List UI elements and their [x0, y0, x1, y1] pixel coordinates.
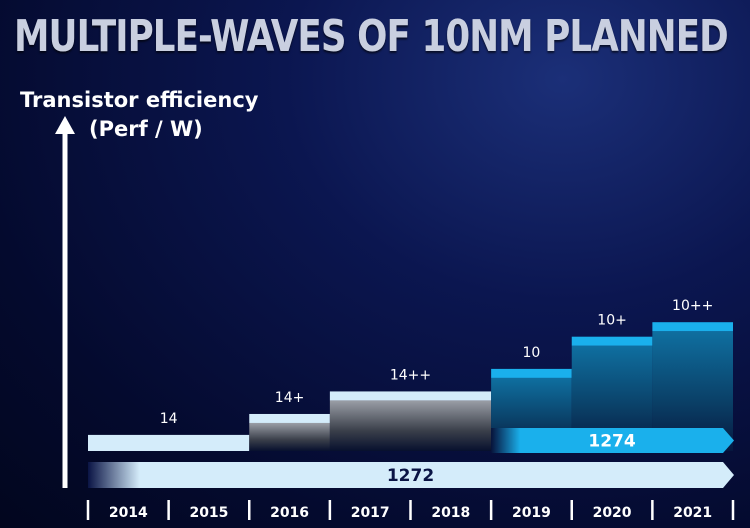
y-axis-label: Transistor efficiency (Perf / W) [20, 86, 258, 144]
page-title: MULTIPLE-WAVES OF 10NM PLANNED [14, 11, 729, 62]
node-bar-body-14++ [329, 400, 492, 451]
year-label: 2021 [673, 505, 712, 521]
y-axis-label-line-2: (Perf / W) [89, 117, 203, 141]
node-label: 10 [523, 345, 541, 361]
year-label: 2020 [593, 505, 632, 521]
node-bar-cap-10++ [652, 322, 733, 332]
node-bar-cap-14++ [329, 391, 492, 401]
year-label: 2018 [431, 505, 470, 521]
year-label: 2016 [270, 505, 309, 521]
node-label: 14++ [390, 367, 431, 383]
node-label: 14+ [275, 390, 305, 406]
year-label: 2017 [351, 505, 390, 521]
process-arrow-1274 [491, 428, 734, 453]
node-label: 10++ [672, 298, 713, 314]
y-axis-label-line-1: Transistor efficiency [20, 88, 259, 112]
node-label: 10+ [597, 313, 627, 329]
node-label: 14 [160, 411, 178, 427]
year-label: 2019 [512, 505, 551, 521]
year-label: 2014 [109, 505, 148, 521]
node-bar-cap-10 [491, 368, 572, 378]
process-label: 1274 [588, 432, 635, 452]
node-bar-cap-14+ [249, 413, 330, 423]
node-bar-cap-14 [88, 434, 250, 451]
node-bar-cap-10+ [571, 336, 653, 346]
year-label: 2015 [189, 505, 228, 521]
process-arrow-1272 [88, 462, 734, 488]
process-label: 1272 [387, 466, 434, 486]
node-bar-body-14+ [249, 422, 330, 451]
y-axis-arrowhead [55, 116, 75, 134]
